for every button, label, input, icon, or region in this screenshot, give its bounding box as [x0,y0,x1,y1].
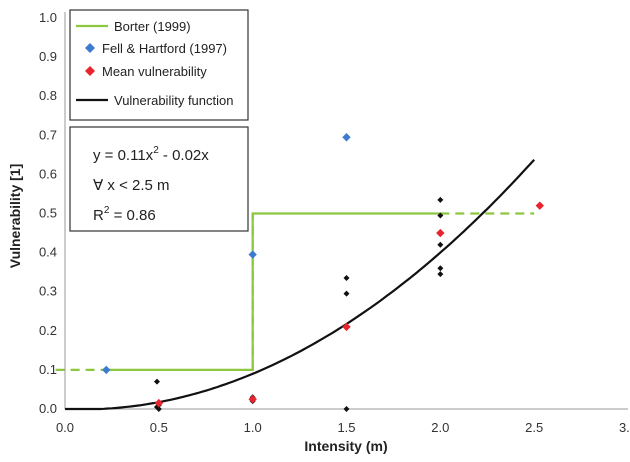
legend-label-borter: Borter (1999) [114,19,191,34]
y-tick-label: 0.7 [39,127,57,142]
equation-box-frame [69,126,249,232]
y-tick-label: 0.4 [39,245,57,260]
observation-point [437,212,444,219]
y-axis-label: Vulnerability [1] [7,164,23,269]
mean-vulnerability-point [436,228,445,238]
equation-line-2: ∀ x < 2.5 m [93,177,170,194]
fell-hartford-point [342,133,351,142]
x-tick-label: 2.5 [525,420,543,435]
y-tick-label: 0.5 [39,206,57,221]
legend-box [69,9,249,121]
legend: Borter (1999) Fell & Hartford (1997) Mea… [69,9,249,121]
r-squared-main: R [93,207,104,224]
observation-point [437,265,444,272]
observation-point [343,275,350,282]
observation-point [153,378,160,385]
x-tick-label: 2.0 [431,420,449,435]
borter-step-line [55,212,535,371]
x-tick-label: 1.5 [337,420,355,435]
x-tick-label: 0.0 [56,420,74,435]
x-axis-label: Intensity (m) [304,438,387,454]
x-tick-label: 1.0 [244,420,262,435]
legend-swatch-mean-vulnerability [85,66,95,76]
mean-vulnerability-point [535,201,544,210]
borter-solid-segment [102,212,441,371]
r-squared-rest: = 0.86 [109,207,155,224]
vulnerability-function-curve [65,158,536,411]
y-tick-label: 0.3 [39,284,57,299]
x-tick-label: 3.0 [619,420,630,435]
y-tick-label: 0.8 [39,88,57,103]
equation-1-rest: - 0.02x [159,147,210,164]
y-tick-label: 0.0 [39,401,57,416]
y-tick-label: 0.2 [39,323,57,338]
fell-hartford-point [102,365,111,375]
equation-line-3: R2 = 0.86 [93,205,156,224]
y-tick-label: 1.0 [39,10,57,25]
equation-line-1: y = 0.11x2 - 0.02x [93,145,209,164]
observation-point [437,196,444,203]
equation-box: y = 0.11x2 - 0.02x ∀ x < 2.5 m R2 = 0.86 [69,126,249,232]
mean-vulnerability-point [342,322,351,332]
x-ticks: 0.0 0.5 1.0 1.5 2.0 2.5 3.0 [56,420,630,435]
mean-vulnerability-point [248,395,257,404]
r-squared-exponent: 2 [104,205,110,216]
legend-swatch-fell-hartford [85,43,95,53]
observation-point [437,271,444,278]
fell-hartford-point [248,250,257,259]
x-tick-label: 0.5 [150,420,168,435]
y-ticks: 0.0 0.1 0.2 0.3 0.4 0.5 0.6 0.7 0.8 0.9 1.0 [39,10,57,416]
y-tick-label: 0.6 [39,166,57,181]
y-tick-label: 0.9 [39,49,57,64]
equation-1-exponent: 2 [153,145,159,156]
observation-point [437,241,444,248]
mean-vulnerability-point [154,398,164,408]
observation-point [343,406,350,412]
legend-label-vulnerability-function: Vulnerability function [114,93,233,108]
observation-point [343,290,350,297]
equation-1-main: y = 0.11x [93,147,154,164]
data-points [102,133,544,412]
legend-label-mean-vulnerability: Mean vulnerability [102,64,207,79]
legend-label-fell-hartford: Fell & Hartford (1997) [102,41,227,56]
y-tick-label: 0.1 [39,362,57,377]
